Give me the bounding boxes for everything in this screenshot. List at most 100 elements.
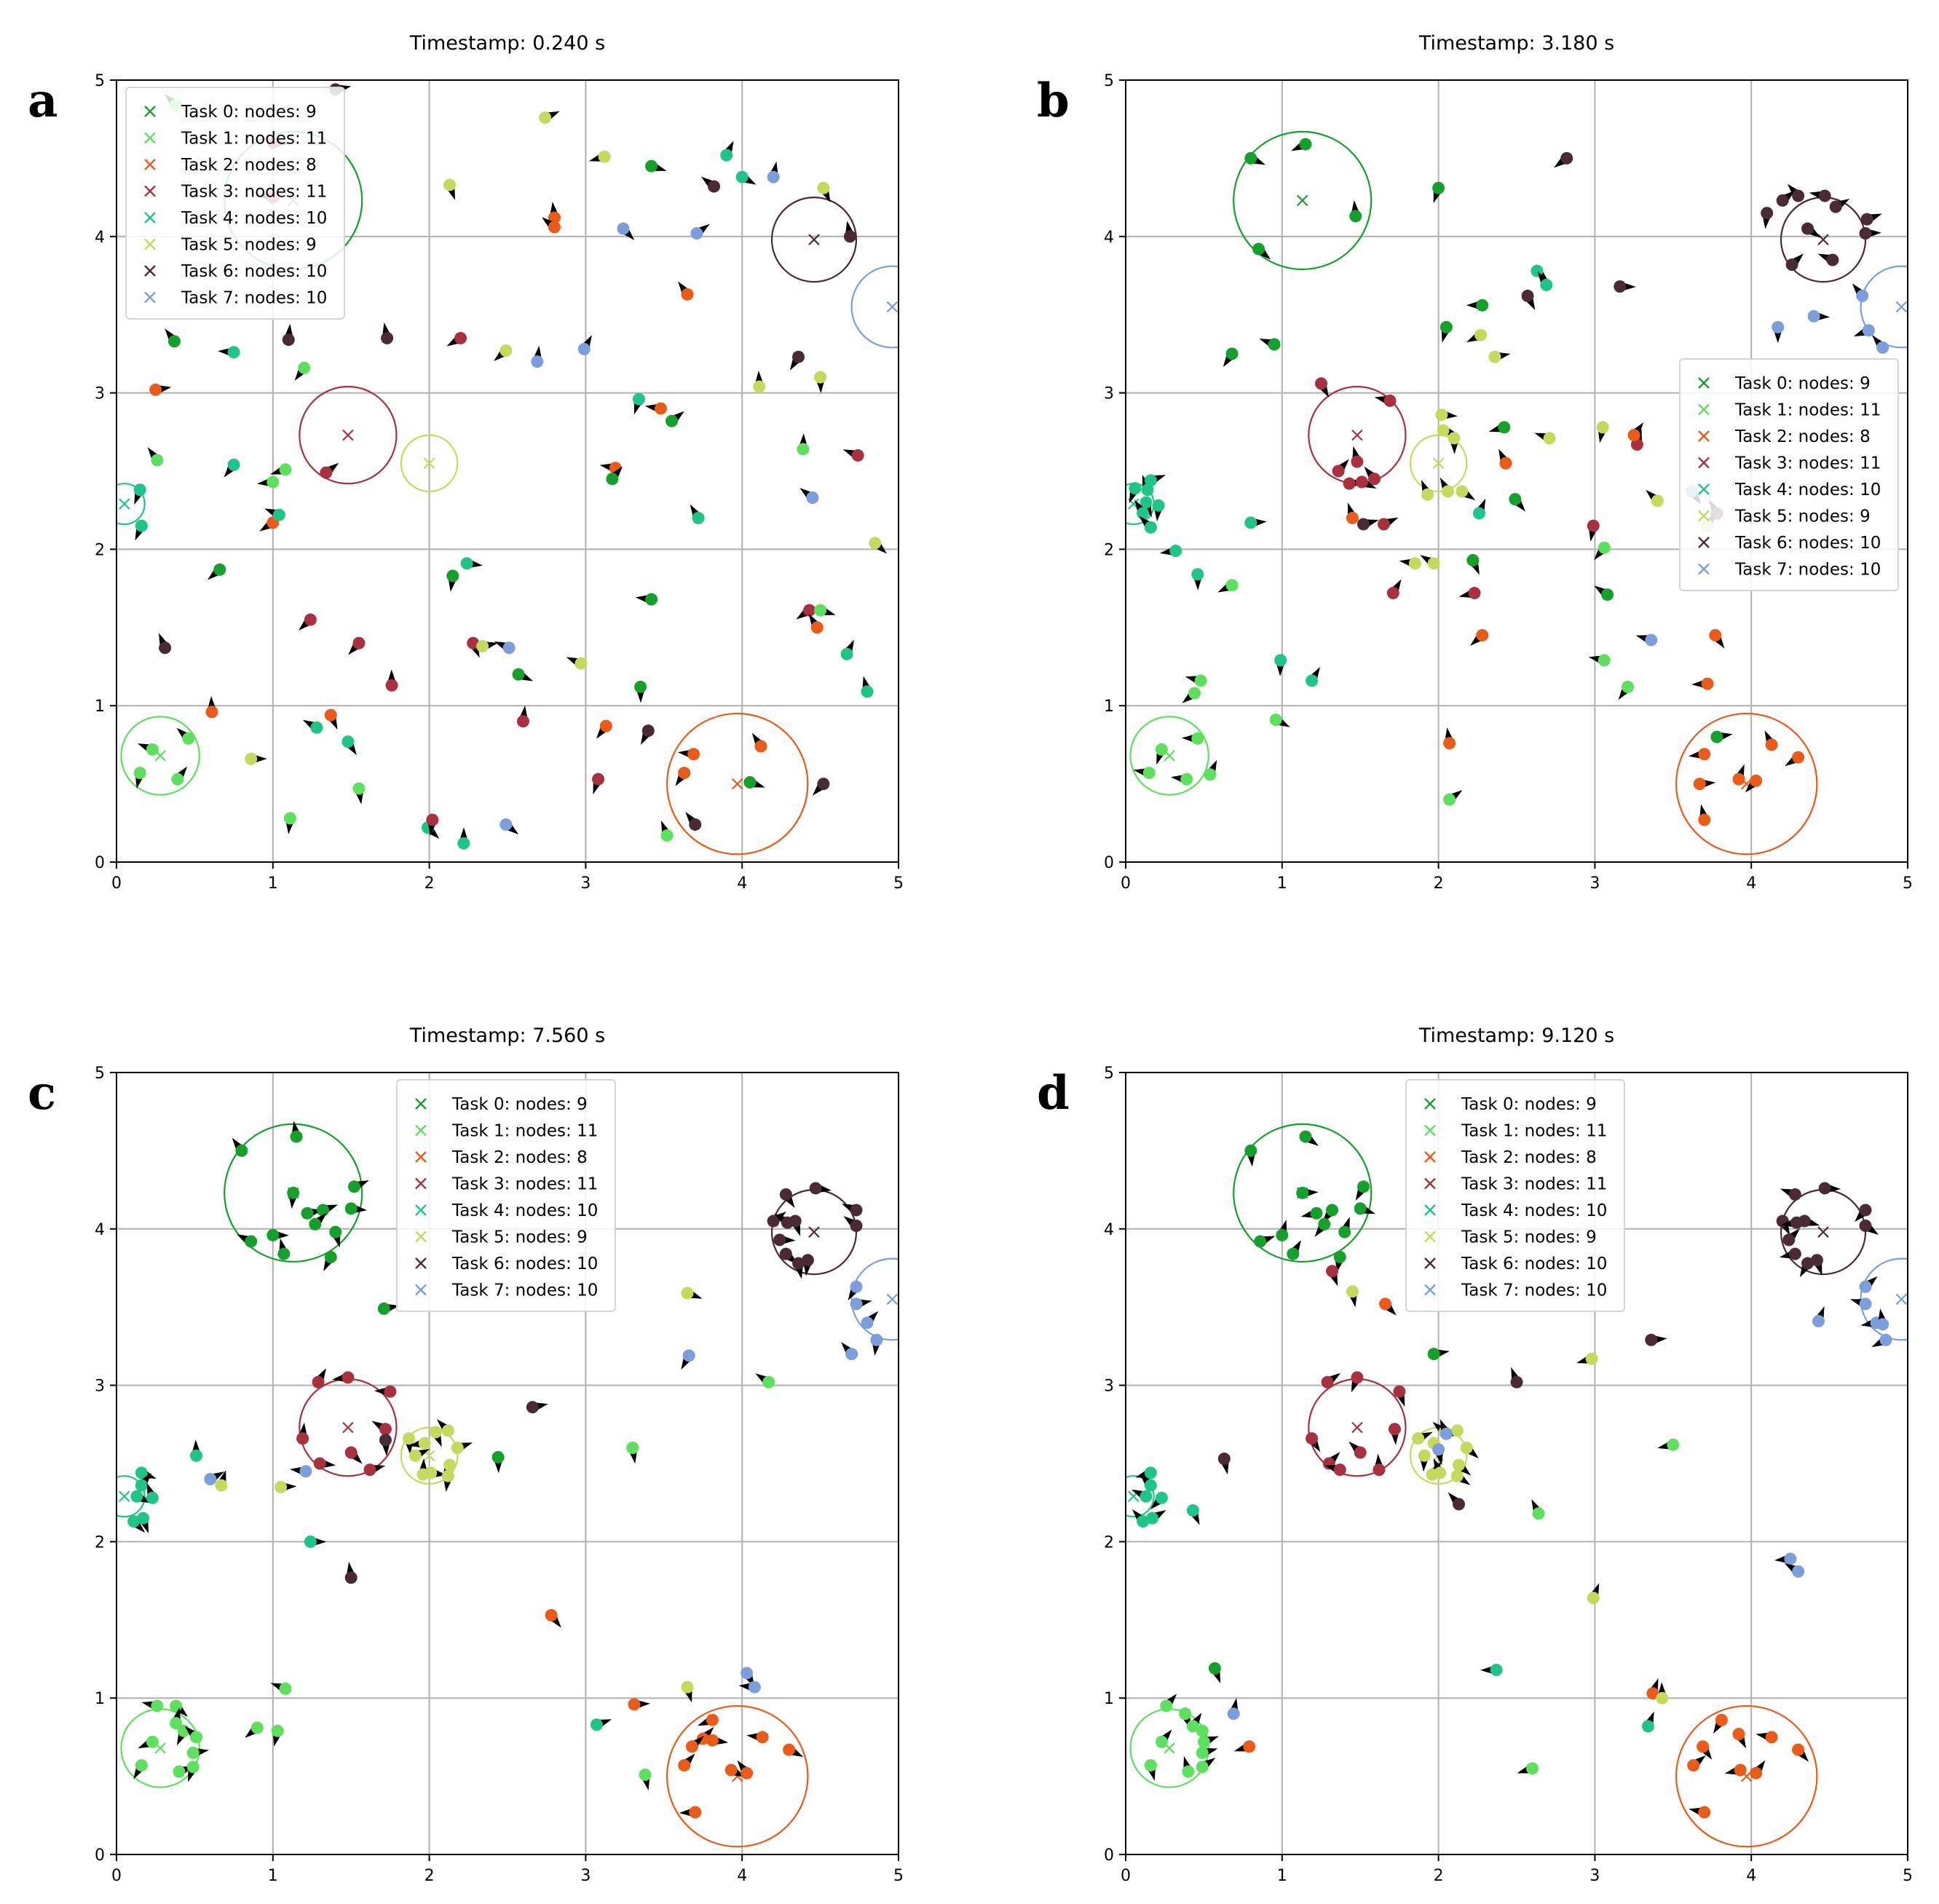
- node-point: [344, 1202, 358, 1215]
- node-point: [499, 818, 513, 831]
- node-point: [1587, 1592, 1600, 1605]
- legend-entry: Task 3: nodes: 11: [1734, 454, 1881, 473]
- node-point: [681, 288, 694, 301]
- legend-entry: Task 1: nodes: 11: [1461, 1122, 1607, 1141]
- node-point: [1141, 483, 1154, 497]
- node-point: [1509, 493, 1522, 506]
- legend: Task 0: nodes: 9 Task 1: nodes: 11 Task 2:…: [1405, 1079, 1625, 1312]
- x-tick-label: 0: [111, 874, 122, 893]
- node-point: [1784, 1552, 1797, 1565]
- node-point: [1792, 189, 1805, 202]
- node-point: [861, 1316, 874, 1330]
- node-point: [1460, 1442, 1473, 1455]
- node-point: [1792, 1743, 1805, 1756]
- node-point: [245, 752, 258, 765]
- node-point: [845, 1348, 858, 1361]
- node-point: [1435, 408, 1448, 422]
- node-point: [599, 719, 612, 732]
- node-point: [245, 1235, 258, 1248]
- node-point: [1532, 1507, 1545, 1520]
- node-point: [1715, 1713, 1728, 1726]
- legend-marker: [1698, 510, 1710, 522]
- node-point: [312, 1375, 325, 1389]
- task-circle: [770, 197, 858, 283]
- node-point: [1155, 1735, 1168, 1748]
- y-tick-label: 2: [1104, 541, 1114, 559]
- node-point: [1443, 737, 1456, 750]
- x-tick-label: 4: [737, 1867, 747, 1885]
- task-center-marker: [1817, 1226, 1829, 1238]
- node-point: [1829, 200, 1842, 213]
- node-point: [1488, 350, 1501, 363]
- node-point: [1525, 1762, 1539, 1775]
- node-point: [783, 1743, 796, 1756]
- node-point: [227, 458, 240, 471]
- node-point: [1197, 1735, 1210, 1748]
- node-point: [290, 1130, 303, 1143]
- node-point: [1860, 213, 1873, 226]
- node-point: [213, 563, 226, 576]
- legend-marker: [1698, 430, 1710, 442]
- node-point: [159, 641, 172, 655]
- node-point: [1268, 338, 1281, 351]
- node-point: [690, 227, 703, 240]
- task-center-marker: [886, 301, 899, 313]
- node-point: [446, 569, 459, 582]
- node-point: [1693, 778, 1706, 791]
- node-point: [753, 380, 766, 393]
- node-point: [545, 1608, 558, 1621]
- node-point: [666, 414, 679, 427]
- node-point: [1432, 1443, 1445, 1456]
- node-point: [304, 613, 317, 626]
- node-point: [205, 706, 218, 719]
- x-tick-label: 2: [1434, 1867, 1444, 1885]
- node-point: [1412, 1432, 1425, 1445]
- node-point: [850, 1220, 863, 1233]
- x-tick-label: 5: [893, 874, 904, 893]
- node-point: [1859, 1220, 1872, 1233]
- panel-b: b Timestamp: 3.180 s 0 1 2 3 4 5 0 1 2 3 4 5 Task 0: n…: [1037, 32, 1913, 893]
- legend-marker: [1698, 483, 1710, 495]
- legend-entry: Task 7: nodes: 10: [181, 289, 327, 308]
- node-point: [1326, 1204, 1339, 1217]
- node-point: [377, 1302, 390, 1315]
- node-point: [1543, 432, 1556, 445]
- x-tick-label: 5: [893, 1867, 904, 1885]
- node-point: [1332, 465, 1345, 478]
- node-point: [789, 1214, 802, 1228]
- node-point: [1785, 258, 1798, 271]
- x-tick-label: 1: [268, 874, 278, 893]
- node-point: [743, 775, 757, 789]
- node-point: [1812, 1315, 1825, 1328]
- node-point: [628, 1698, 641, 1711]
- node-point: [1137, 1514, 1150, 1528]
- node-point: [443, 178, 457, 191]
- node-point: [708, 180, 721, 193]
- node-point: [467, 636, 480, 649]
- panel-letter: c: [28, 1066, 56, 1121]
- plot-area: [1126, 1123, 1908, 1848]
- node-point: [817, 181, 830, 194]
- task-circle: [1675, 712, 1818, 856]
- node-point: [577, 342, 591, 355]
- node-point: [720, 149, 733, 162]
- legend-entry: Task 5: nodes: 9: [181, 236, 317, 255]
- task-center-marker: [1817, 234, 1829, 245]
- x-tick-label: 0: [1121, 1867, 1131, 1885]
- axes-frame: [116, 79, 899, 863]
- legend: Task 0: nodes: 9 Task 1: nodes: 11 Task 2:…: [125, 87, 345, 320]
- y-tick-label: 3: [95, 385, 105, 403]
- task-circle: [117, 483, 146, 526]
- node-point: [1386, 587, 1399, 600]
- legend-entry: Task 4: nodes: 10: [451, 1201, 598, 1220]
- node-point: [1466, 553, 1480, 566]
- legend-marker: [144, 132, 156, 144]
- y-tick-label: 1: [95, 1690, 105, 1708]
- task-circle: [850, 1257, 899, 1341]
- node-point: [1155, 1491, 1168, 1504]
- x-tick-label: 1: [268, 1867, 278, 1885]
- node-point: [1560, 151, 1573, 165]
- chart-title: Timestamp: 0.240 s: [409, 32, 605, 55]
- node-point: [1346, 511, 1359, 524]
- node-point: [1598, 541, 1611, 554]
